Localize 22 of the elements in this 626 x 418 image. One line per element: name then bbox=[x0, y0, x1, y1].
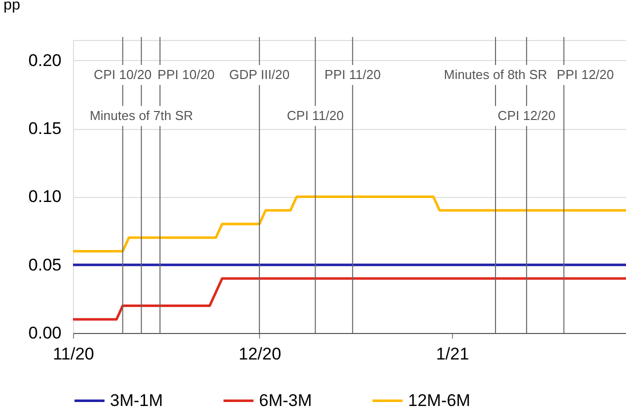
x-tick-label: 1/21 bbox=[436, 344, 470, 364]
y-tick-label: 0.20 bbox=[28, 50, 62, 70]
y-tick-label: 0.15 bbox=[28, 119, 62, 138]
ref-line-label: PPI 10/20 bbox=[158, 67, 215, 82]
y-tick-label: 0.10 bbox=[28, 187, 62, 206]
ref-line-label: Minutes of 8th SR bbox=[444, 67, 548, 82]
y-tick-label: 0.05 bbox=[28, 255, 62, 274]
line-series bbox=[72, 195, 626, 252]
ref-line-label: Minutes of 7th SR bbox=[90, 108, 194, 123]
ref-line-label: PPI 11/20 bbox=[324, 67, 381, 82]
legend-label: 6M-3M bbox=[259, 390, 312, 410]
ref-line-label: GDP III/20 bbox=[229, 67, 290, 82]
y-tick-label: 0.00 bbox=[28, 324, 62, 342]
legend-label: 3M-1M bbox=[110, 390, 163, 410]
legend-label: 12M-6M bbox=[408, 390, 470, 410]
x-tick-label: 11/20 bbox=[52, 344, 94, 364]
x-tick-label: 12/20 bbox=[238, 344, 282, 364]
ref-line-label: CPI 10/20 bbox=[94, 67, 152, 82]
ref-line-label: CPI 12/20 bbox=[498, 108, 556, 123]
ref-line-label: PPI 12/20 bbox=[556, 67, 614, 82]
y-axis-title: pp bbox=[4, 0, 20, 14]
ref-line-label: CPI 11/20 bbox=[286, 108, 344, 123]
